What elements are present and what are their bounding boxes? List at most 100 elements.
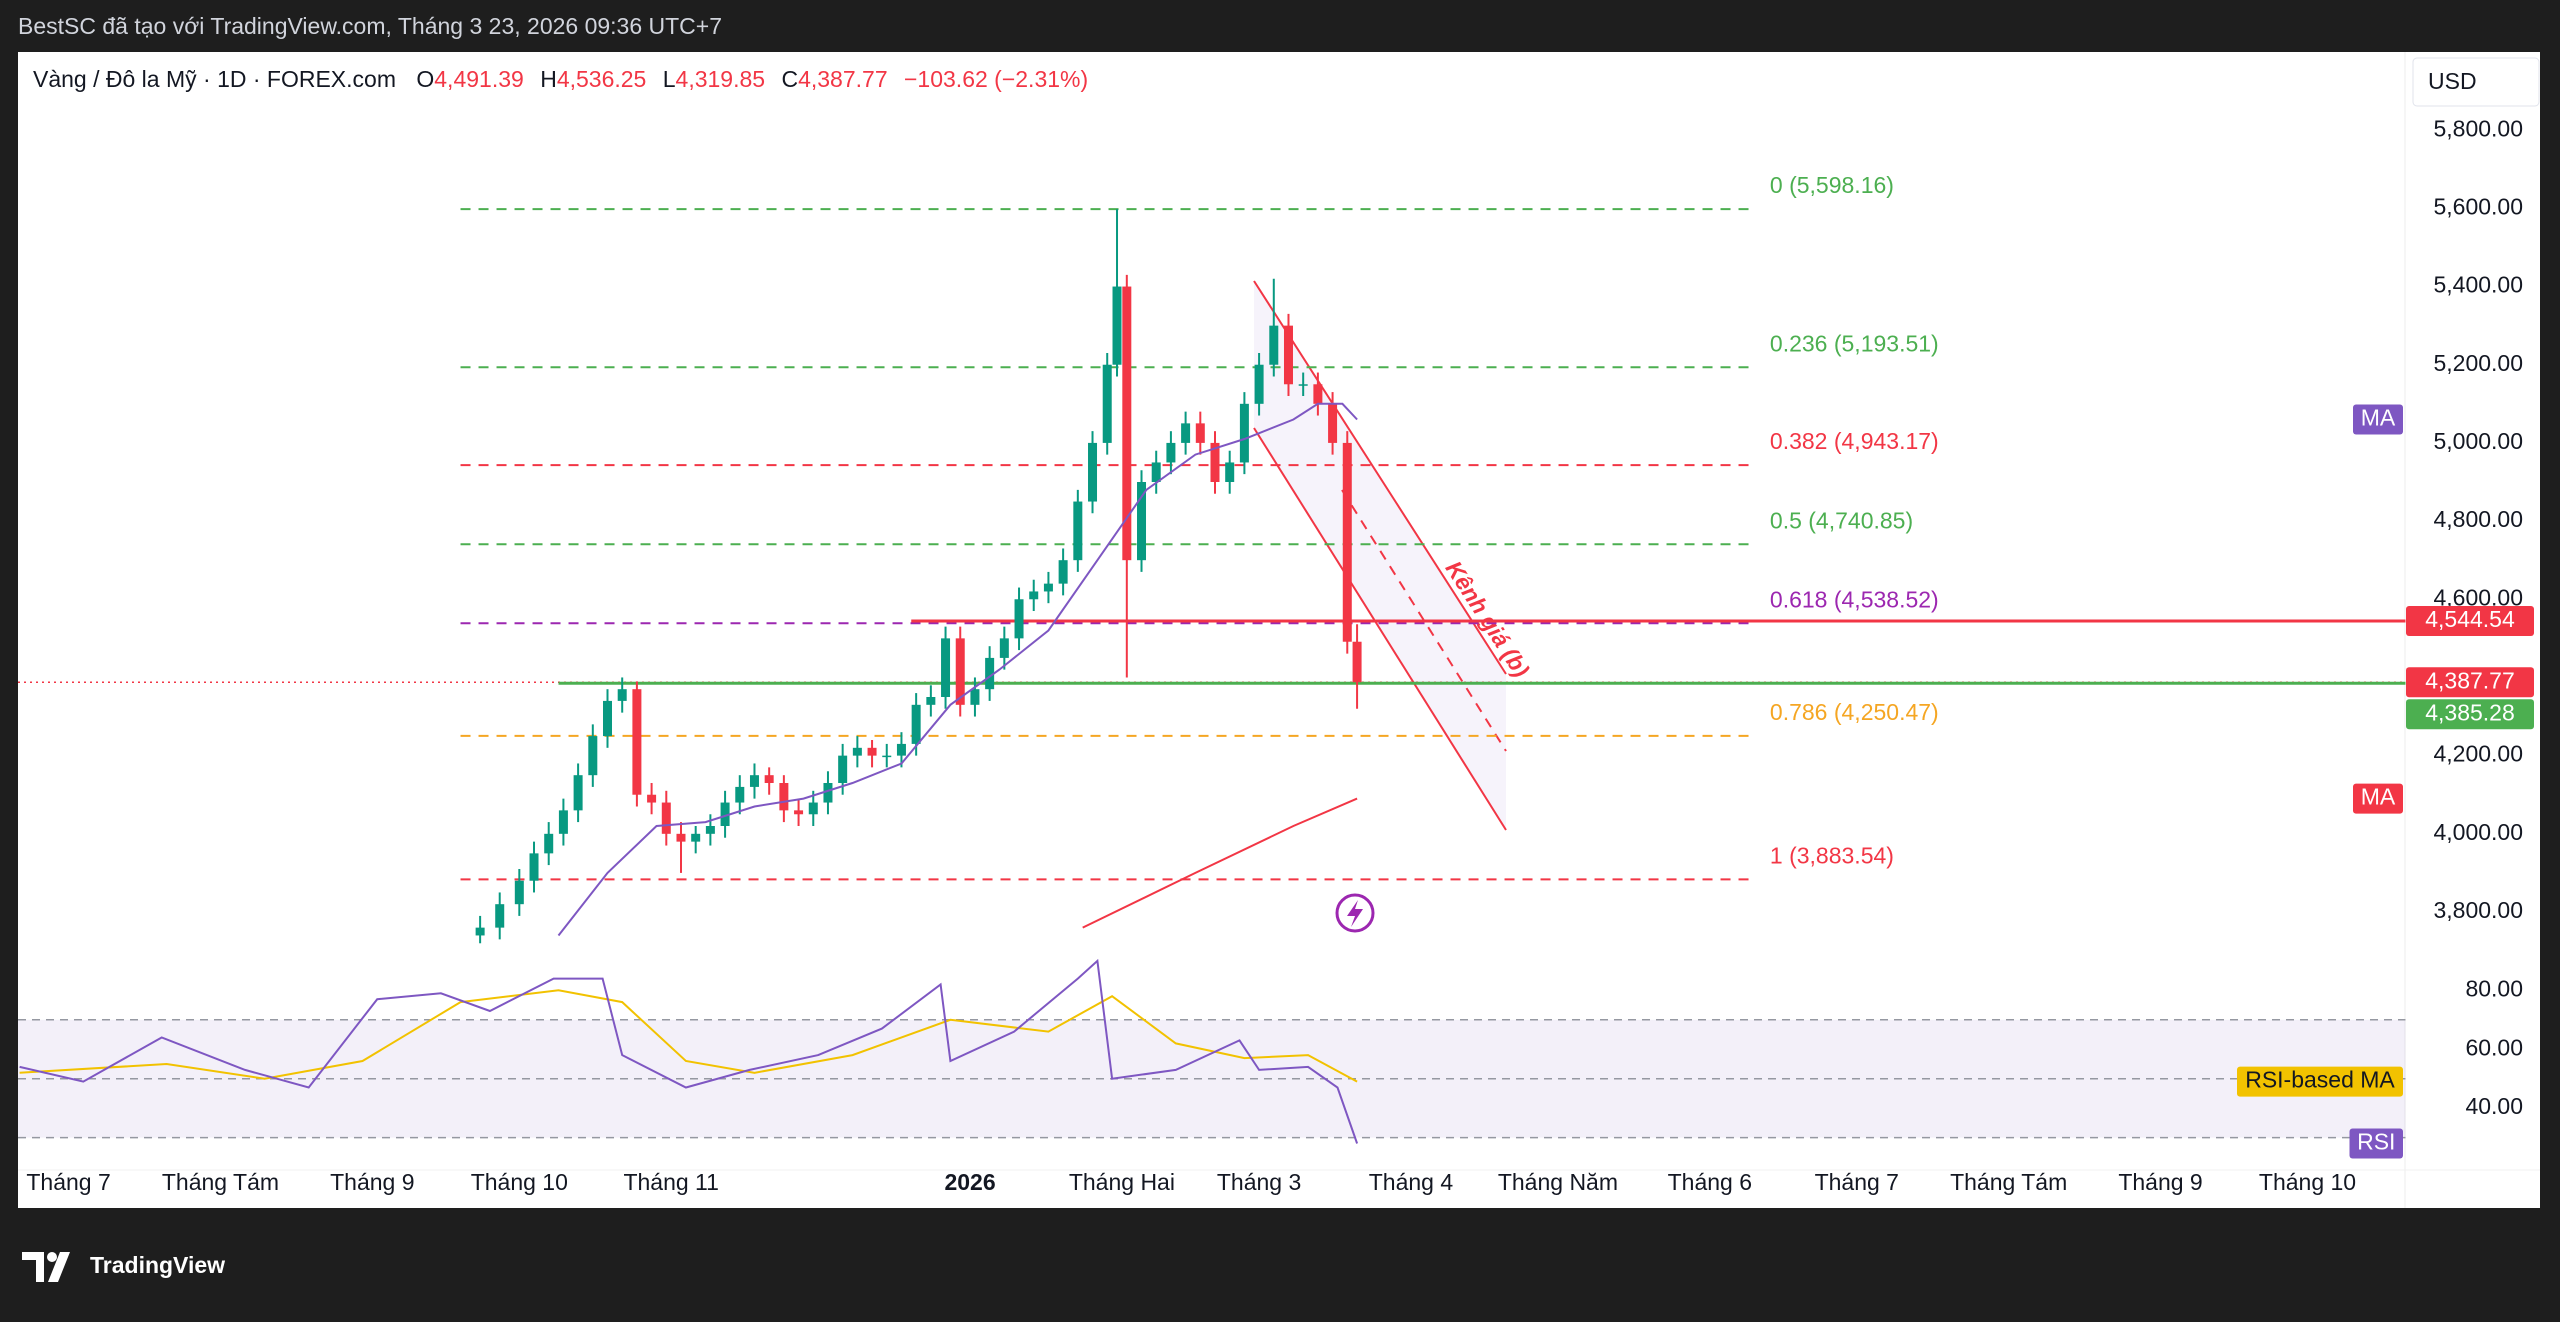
ohlc-key: H (540, 66, 557, 92)
rsi-badge (2237, 1066, 2403, 1097)
candle-body (1112, 286, 1122, 365)
y-tick-label: 3,800.00 (2433, 897, 2523, 923)
candle-body (852, 747, 862, 756)
ohlc-value: 4,387.77 (798, 66, 888, 92)
candle-body (999, 638, 1009, 658)
y-tick-label: 5,000.00 (2433, 428, 2523, 454)
candle-body (1137, 482, 1147, 561)
candle-body (1254, 364, 1264, 404)
x-tick-label: Tháng 7 (26, 1169, 110, 1195)
y-tick-label: 4,200.00 (2433, 741, 2523, 767)
logo-text: TradingView (90, 1252, 225, 1278)
price-badge-label: 4,387.77 (2425, 667, 2515, 693)
ohlc-key: O (416, 66, 434, 92)
candle-body (794, 810, 804, 815)
x-tick-label: Tháng Tám (1950, 1169, 2067, 1195)
candle-body (1014, 599, 1024, 639)
event-bolt (1347, 900, 1363, 927)
rsi-badge-label: RSI (2357, 1129, 2395, 1155)
channel-mid (1341, 489, 1507, 752)
candle-body (1029, 591, 1039, 600)
ma-badge (2353, 404, 2403, 435)
fib-label: 0 (5,598.16) (1770, 172, 1894, 198)
x-tick-label: Tháng Hai (1069, 1169, 1175, 1195)
channel-fill (1254, 281, 1506, 830)
logo-icon (22, 1252, 70, 1282)
candle-body (617, 689, 627, 701)
rsi-tick-label: 40.00 (2465, 1093, 2523, 1119)
y-tick-label: 5,200.00 (2433, 350, 2523, 376)
candle-body (985, 657, 995, 690)
x-tick-label: 2026 (944, 1169, 995, 1195)
candle-body (647, 794, 657, 803)
candle-body (661, 802, 671, 834)
price-badge (2406, 667, 2534, 698)
change: −103.62 (−2.31%) (904, 66, 1088, 92)
symbol-legend: Vàng / Đô la Mỹ · 1D · FOREX.com O4,491.… (33, 66, 1088, 92)
rsi-line (19, 989, 1358, 1083)
candle-body (1073, 501, 1083, 561)
candle-body (896, 743, 906, 756)
ohlc-value: 4,491.39 (434, 66, 524, 92)
candle-body (1102, 364, 1112, 443)
y-tick-label: 5,600.00 (2433, 193, 2523, 219)
candle-body (941, 638, 951, 697)
candle-body (779, 783, 789, 811)
symbol: Vàng / Đô la Mỹ · 1D · FOREX.com (33, 66, 396, 92)
logo-part (47, 1252, 57, 1262)
candle-body (1313, 384, 1323, 404)
candle-body (1210, 442, 1220, 482)
x-tick-label: Tháng 7 (1815, 1169, 1899, 1195)
candle-body (588, 736, 598, 776)
candle-body (632, 689, 642, 795)
rsi-badge (2349, 1128, 2403, 1159)
x-tick-label: Tháng Năm (1498, 1169, 1618, 1195)
candle-body (955, 638, 965, 705)
ma-badge-label: MA (2361, 784, 2396, 810)
candle-body (1269, 325, 1279, 365)
candle-body (808, 802, 818, 815)
fib-label: 0.5 (4,740.85) (1770, 507, 1913, 533)
candle-body (970, 689, 980, 705)
candle-body (911, 704, 921, 744)
candle-body (529, 853, 539, 881)
candle-body (1283, 325, 1293, 385)
x-tick-label: Tháng 11 (623, 1169, 718, 1195)
candle-body (735, 786, 745, 803)
price-badge-label: 4,385.28 (2425, 699, 2515, 725)
candle-body (823, 783, 833, 803)
candle-body (1225, 462, 1235, 482)
currency-button[interactable] (2412, 57, 2540, 107)
price-badge (2406, 605, 2534, 636)
candle-body (1043, 583, 1053, 592)
fib-label: 0.382 (4,943.17) (1770, 428, 1939, 454)
ma-line (1082, 797, 1358, 929)
x-tick-label: Tháng 10 (471, 1169, 568, 1195)
candle-body (867, 747, 877, 756)
channel-lower (1253, 427, 1507, 831)
candle-body (749, 775, 759, 787)
candle-body (603, 700, 613, 737)
candle-body (573, 775, 583, 811)
candle-body (495, 904, 505, 928)
x-tick-label: Tháng 9 (2118, 1169, 2202, 1195)
candle-body (1166, 442, 1176, 463)
fib-label: 0.618 (4,538.52) (1770, 586, 1939, 612)
ma-line (557, 402, 1358, 937)
candle-body (1298, 384, 1308, 386)
candle-body (1342, 442, 1352, 642)
candle-body (1195, 423, 1205, 443)
candle-body (926, 697, 936, 705)
currency[interactable]: USD (2428, 68, 2477, 94)
fib-label: 1 (3,883.54) (1770, 842, 1894, 868)
main-pane: 0 (5,598.16) 0.236 (5,193.51) 0.382 (4,943… (18, 172, 2406, 944)
x-tick-label: Tháng 3 (1217, 1169, 1301, 1195)
candle-body (691, 833, 701, 842)
candle-body (720, 802, 730, 826)
x-tick-label: Tháng 10 (2259, 1169, 2356, 1195)
fib-label: 0.786 (4,250.47) (1770, 699, 1939, 725)
rsi-tick-label: 60.00 (2465, 1034, 2523, 1060)
channel-upper (1253, 280, 1507, 675)
ohlc-value: 4,319.85 (676, 66, 766, 92)
candle-body (705, 826, 715, 834)
